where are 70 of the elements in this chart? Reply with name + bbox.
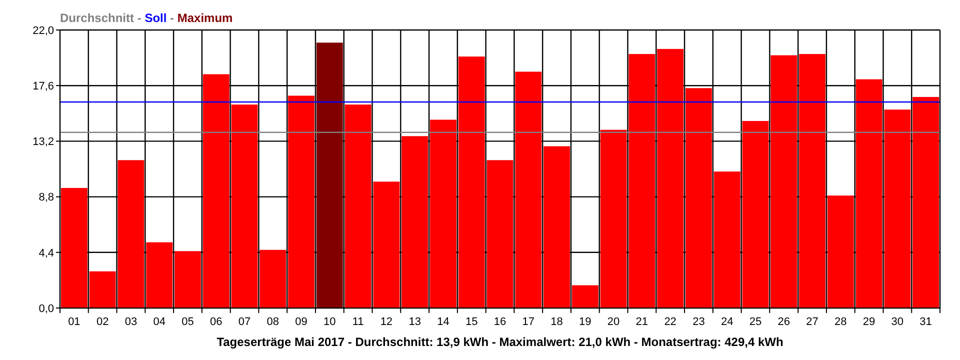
x-tick-label: 12	[380, 316, 393, 328]
bar	[430, 120, 456, 308]
x-tick-label: 30	[891, 316, 904, 328]
y-tick-label: 17,6	[32, 80, 54, 92]
bar	[714, 172, 740, 308]
x-tick-label: 21	[636, 316, 648, 328]
bar	[572, 285, 598, 308]
bar	[628, 54, 656, 308]
y-tick-label: 8,8	[38, 192, 54, 204]
x-axis-title: Tageserträge Mai 2017 - Durchschnitt: 13,9 kWh - Maximalwert: 21,0 kWh - Monatsertrag: 429,4 kWh	[216, 335, 784, 349]
bar	[856, 79, 882, 308]
bar	[686, 88, 712, 308]
bar	[202, 74, 230, 308]
bar	[458, 56, 485, 308]
bar	[486, 160, 514, 308]
x-tick-label: 16	[494, 316, 506, 328]
bar	[344, 104, 372, 308]
bar	[174, 251, 201, 308]
x-tick-label: 05	[182, 316, 194, 328]
bar	[742, 120, 769, 308]
bar	[89, 271, 116, 308]
x-tick-label: 24	[720, 316, 734, 328]
bar	[146, 242, 173, 308]
y-tick-label: 13,2	[32, 136, 54, 148]
bar	[770, 55, 798, 308]
x-tick-label: 13	[408, 316, 421, 328]
y-tick-label: 22,0	[32, 24, 54, 37]
bar	[600, 130, 627, 308]
x-tick-label: 22	[664, 316, 676, 328]
bar	[515, 72, 542, 308]
chart-title: Durchschnitt - Soll - Maximum	[60, 11, 233, 25]
bar	[373, 182, 400, 308]
y-tick-label: 4,4	[38, 247, 54, 260]
x-tick-label: 09	[295, 316, 308, 328]
bar	[402, 136, 428, 308]
x-tick-label: 25	[749, 316, 762, 328]
x-tick-label: 17	[522, 316, 535, 328]
bar	[657, 48, 684, 308]
bar	[231, 104, 258, 308]
bar	[799, 54, 826, 308]
x-tick-label: 01	[68, 316, 80, 328]
x-tick-label: 27	[806, 316, 818, 328]
x-tick-label: 19	[579, 316, 592, 328]
x-tick-label: 20	[607, 316, 620, 328]
bar	[912, 96, 940, 308]
x-tick-label: 15	[465, 316, 478, 328]
x-tick-label: 29	[862, 316, 876, 328]
x-tick-label: 07	[238, 316, 251, 328]
x-tick-label: 14	[437, 316, 450, 328]
bar	[544, 146, 570, 308]
bar	[260, 250, 286, 308]
x-tick-label: 23	[692, 316, 705, 328]
x-tick-label: 10	[324, 316, 336, 328]
x-tick-label: 18	[550, 316, 563, 328]
bar	[827, 196, 854, 308]
x-tick-label: 28	[834, 316, 847, 328]
x-tick-label: 02	[96, 316, 109, 328]
x-tick-label: 31	[920, 316, 932, 328]
x-tick-label: 03	[124, 316, 138, 328]
bar	[288, 96, 314, 308]
x-tick-label: 11	[352, 316, 364, 328]
x-tick-label: 26	[778, 316, 790, 328]
bar	[118, 160, 144, 308]
y-tick-label: 0,0	[38, 302, 54, 315]
bar	[316, 42, 343, 308]
x-tick-label: 04	[153, 316, 166, 328]
bar	[884, 110, 911, 308]
x-tick-label: 08	[266, 316, 280, 328]
x-tick-label: 06	[210, 316, 222, 328]
bar	[60, 188, 88, 308]
